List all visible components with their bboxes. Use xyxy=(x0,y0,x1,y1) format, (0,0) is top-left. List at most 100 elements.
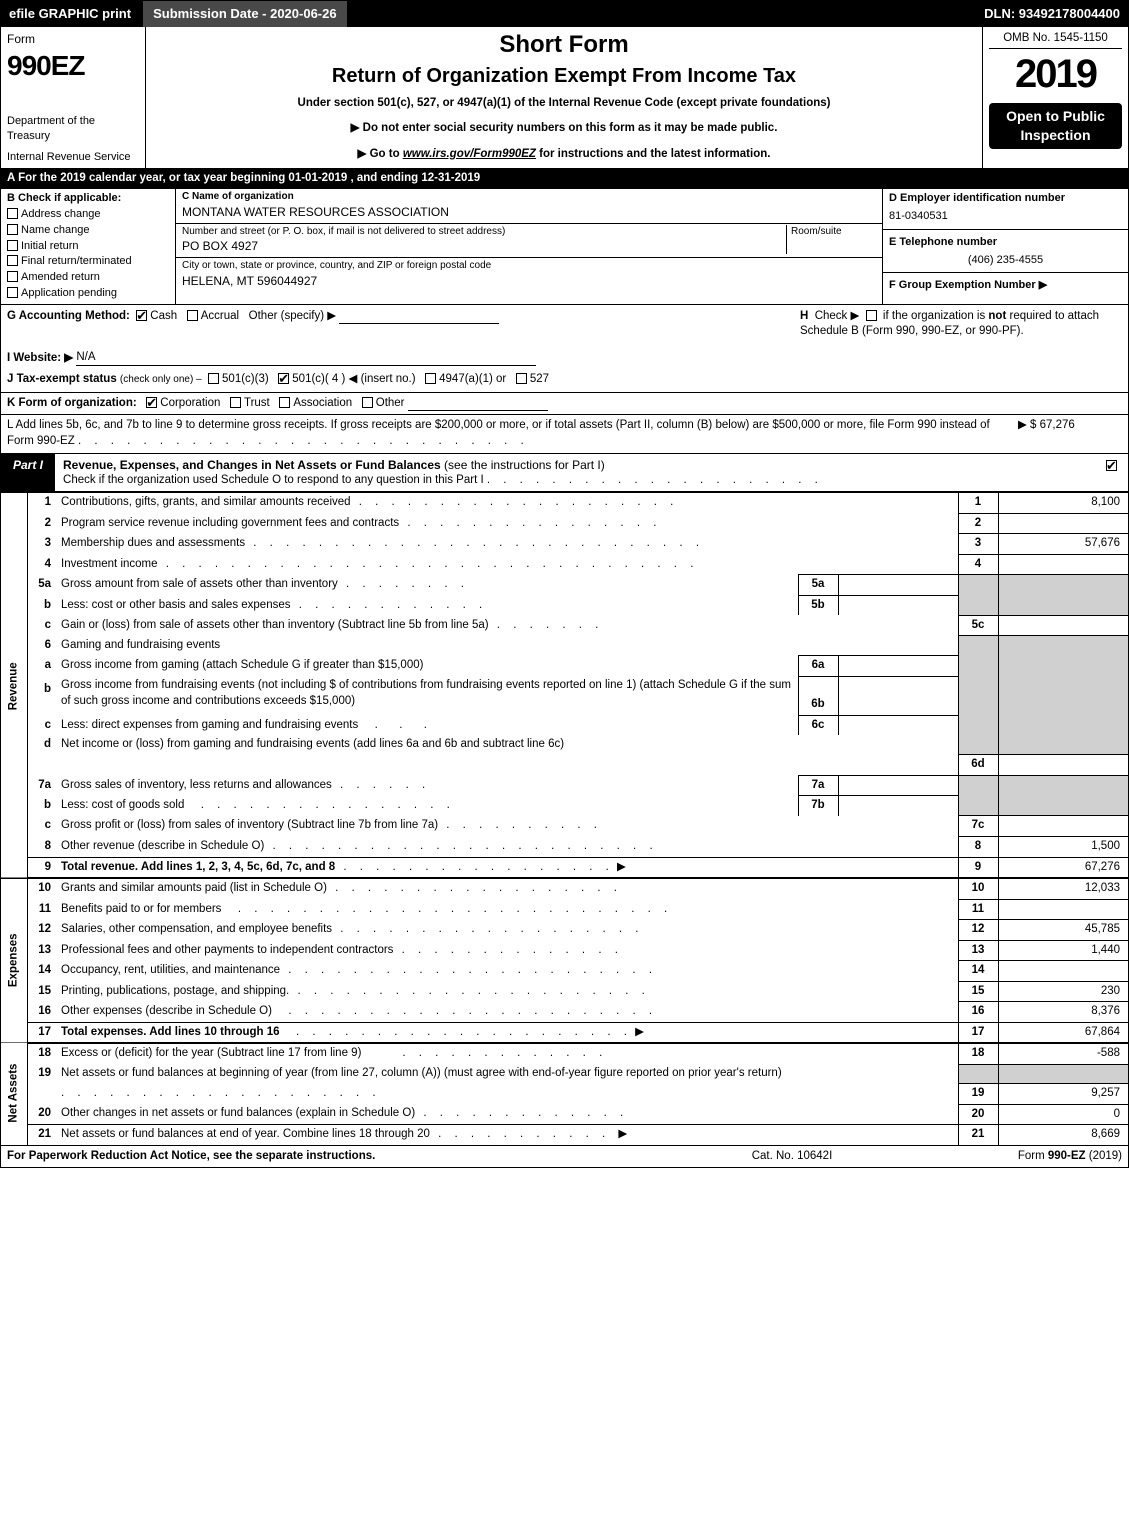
chk-final-return[interactable]: Final return/terminated xyxy=(7,254,169,269)
chk-other-org[interactable] xyxy=(362,397,373,408)
chk-initial-return[interactable]: Initial return xyxy=(7,239,169,254)
line-19-value: 9,257 xyxy=(998,1084,1128,1105)
chk-cash[interactable] xyxy=(136,310,147,321)
line-5ab-rval-grey xyxy=(998,575,1128,616)
line-21-desc: Net assets or fund balances at end of ye… xyxy=(57,1125,958,1145)
line-12-num: 12 xyxy=(27,920,57,941)
line-14-value xyxy=(998,961,1128,982)
line-1-num: 1 xyxy=(27,493,57,514)
line-13-rnum: 13 xyxy=(958,940,998,961)
line-6d-num: d xyxy=(27,735,57,755)
line-1-desc: Contributions, gifts, grants, and simila… xyxy=(57,493,958,514)
row-l: L Add lines 5b, 6c, and 7b to line 9 to … xyxy=(1,415,1128,453)
line-7a-midval xyxy=(838,775,958,796)
side-expenses: Expenses xyxy=(1,878,27,1043)
chk-501c[interactable] xyxy=(278,373,289,384)
line-19-desc: Net assets or fund balances at beginning… xyxy=(57,1064,958,1084)
part1-checkbox[interactable] xyxy=(1106,454,1128,492)
line-3-num: 3 xyxy=(27,534,57,555)
line-5b-num: b xyxy=(27,595,57,615)
line-5b-desc: Less: cost or other basis and sales expe… xyxy=(57,595,798,615)
line-21-num: 21 xyxy=(27,1125,57,1145)
line-7c-rnum: 7c xyxy=(958,816,998,837)
g-other-input[interactable] xyxy=(339,323,499,324)
page-footer: For Paperwork Reduction Act Notice, see … xyxy=(1,1145,1128,1168)
chk-amended-return[interactable]: Amended return xyxy=(7,270,169,285)
line-7b-midnum: 7b xyxy=(798,796,838,816)
row-k: K Form of organization: Corporation Trus… xyxy=(1,393,1128,416)
k-label: K Form of organization: xyxy=(7,397,137,409)
line-7a-midnum: 7a xyxy=(798,775,838,796)
short-form-title: Short Form xyxy=(154,29,974,61)
line-20-desc: Other changes in net assets or fund bala… xyxy=(57,1104,958,1125)
telephone-label: E Telephone number xyxy=(889,235,1122,250)
line-18-rnum: 18 xyxy=(958,1043,998,1064)
form-word: Form xyxy=(7,31,139,47)
section-b-heading: B Check if applicable: xyxy=(7,191,169,206)
line-19-rval-grey xyxy=(998,1064,1128,1084)
efile-label: efile GRAPHIC print xyxy=(1,1,139,27)
chk-corporation[interactable] xyxy=(146,397,157,408)
line-19b-desc: . . . . . . . . . . . . . . . . . . . . xyxy=(57,1084,958,1105)
line-6c-desc: Less: direct expenses from gaming and fu… xyxy=(57,715,798,735)
line-7b-num: b xyxy=(27,796,57,816)
line-8-num: 8 xyxy=(27,836,57,857)
department-label: Department of the Treasury xyxy=(7,114,139,144)
address-cell: Number and street (or P. O. box, if mail… xyxy=(176,224,882,259)
room-label: Room/suite xyxy=(791,225,876,239)
section-bcdef: B Check if applicable: Address change Na… xyxy=(1,189,1128,305)
line-6a-midnum: 6a xyxy=(798,656,838,677)
chk-association[interactable] xyxy=(279,397,290,408)
line-9-rnum: 9 xyxy=(958,857,998,878)
org-name-value: MONTANA WATER RESOURCES ASSOCIATION xyxy=(182,204,876,220)
header-left: Form 990EZ Department of the Treasury In… xyxy=(1,27,146,169)
chk-application-pending[interactable]: Application pending xyxy=(7,286,169,301)
line-13-num: 13 xyxy=(27,940,57,961)
chk-527[interactable] xyxy=(516,373,527,384)
address-label: Number and street (or P. O. box, if mail… xyxy=(182,225,786,239)
line-6-rnum-grey xyxy=(958,636,998,755)
line-3-value: 57,676 xyxy=(998,534,1128,555)
chk-501c3[interactable] xyxy=(208,373,219,384)
line-15-num: 15 xyxy=(27,981,57,1002)
line-4-desc: Investment income . . . . . . . . . . . … xyxy=(57,554,958,575)
g-label: G Accounting Method: xyxy=(7,310,130,322)
org-name-label: C Name of organization xyxy=(182,190,876,204)
section-c: C Name of organization MONTANA WATER RES… xyxy=(176,189,883,304)
chk-schedule-b[interactable] xyxy=(866,310,877,321)
submission-date-label: Submission Date - 2020-06-26 xyxy=(143,1,347,27)
line-20-rnum: 20 xyxy=(958,1104,998,1125)
goto-link[interactable]: www.irs.gov/Form990EZ xyxy=(403,148,536,160)
omb-number: OMB No. 1545-1150 xyxy=(989,29,1122,50)
line-11-desc: Benefits paid to or for members . . . . … xyxy=(57,899,958,920)
footer-center: Cat. No. 10642I xyxy=(682,1149,902,1165)
line-12-desc: Salaries, other compensation, and employ… xyxy=(57,920,958,941)
line-3-rnum: 3 xyxy=(958,534,998,555)
chk-accrual[interactable] xyxy=(187,310,198,321)
open-to-public-badge: Open to Public Inspection xyxy=(989,103,1122,149)
line-15-value: 230 xyxy=(998,981,1128,1002)
line-7b-midval xyxy=(838,796,958,816)
line-1-value: 8,100 xyxy=(998,493,1128,514)
city-cell: City or town, state or province, country… xyxy=(176,258,882,292)
chk-name-change[interactable]: Name change xyxy=(7,223,169,238)
line-9-desc: Total revenue. Add lines 1, 2, 3, 4, 5c,… xyxy=(57,857,958,878)
part1-header: Part I Revenue, Expenses, and Changes in… xyxy=(1,454,1128,493)
form-header: Form 990EZ Department of the Treasury In… xyxy=(1,27,1128,170)
footer-left: For Paperwork Reduction Act Notice, see … xyxy=(7,1149,682,1165)
city-value: HELENA, MT 596044927 xyxy=(182,273,876,289)
line-14-desc: Occupancy, rent, utilities, and maintena… xyxy=(57,961,958,982)
header-center: Short Form Return of Organization Exempt… xyxy=(146,27,983,169)
line-21-rnum: 21 xyxy=(958,1125,998,1145)
line-19-num: 19 xyxy=(27,1064,57,1084)
k-other-input[interactable] xyxy=(408,410,548,411)
line-2-value xyxy=(998,513,1128,534)
line-5a-midval xyxy=(838,575,958,596)
chk-address-change[interactable]: Address change xyxy=(7,207,169,222)
form-page: efile GRAPHIC print Submission Date - 20… xyxy=(0,0,1129,1168)
chk-4947a1[interactable] xyxy=(425,373,436,384)
line-5ab-rnum-grey xyxy=(958,575,998,616)
line-3-desc: Membership dues and assessments . . . . … xyxy=(57,534,958,555)
line-14-rnum: 14 xyxy=(958,961,998,982)
chk-trust[interactable] xyxy=(230,397,241,408)
